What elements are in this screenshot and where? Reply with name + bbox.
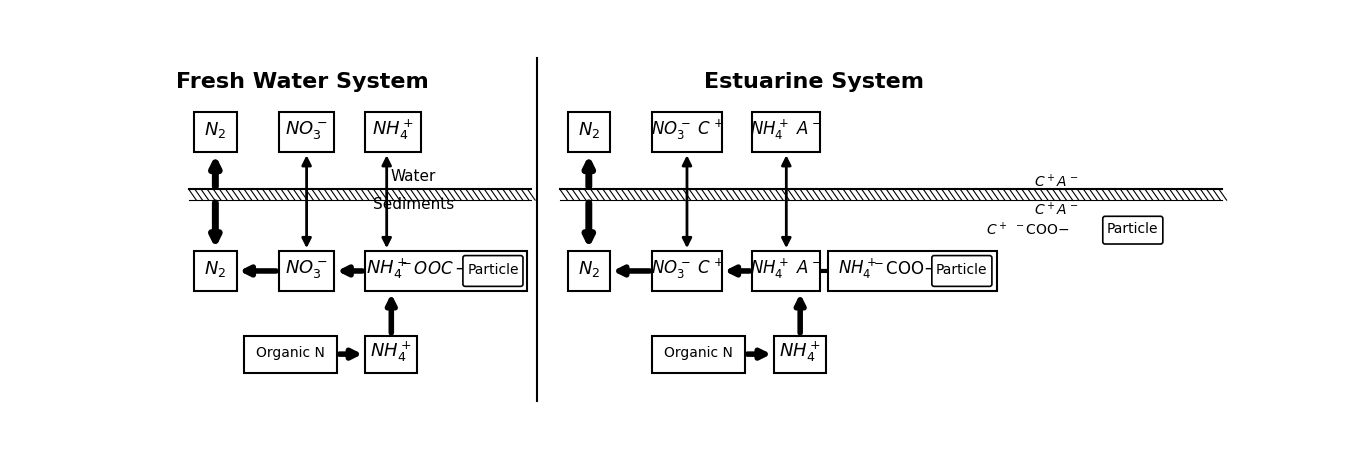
Bar [652,251,722,291]
Text: $N_2$: $N_2$ [578,258,600,278]
Bar [365,112,421,152]
Text: $NH_4^+$: $NH_4^+$ [366,257,407,281]
Text: $^-OOC-$: $^-OOC-$ [399,260,469,278]
Text: Particle: Particle [936,263,988,277]
Bar [568,112,611,152]
Bar [568,251,611,291]
Text: $N_2$: $N_2$ [578,120,600,140]
Bar [244,336,336,373]
Text: $NH_4^+\ A^-$: $NH_4^+\ A^-$ [750,257,822,281]
Text: $C^+$ $^-$COO$-$: $C^+$ $^-$COO$-$ [986,221,1070,238]
Bar [365,336,417,373]
FancyBboxPatch shape [462,256,523,286]
FancyBboxPatch shape [932,256,992,286]
Bar [279,112,335,152]
FancyBboxPatch shape [1103,216,1163,244]
Bar [752,251,820,291]
Bar [752,112,820,152]
Text: $^-$COO$-$: $^-$COO$-$ [871,260,938,278]
Bar [365,251,527,291]
Text: $NO_3^-\ C^+$: $NO_3^-\ C^+$ [650,257,723,281]
Bar [774,336,826,373]
Text: $NO_3^-\ C^+$: $NO_3^-\ C^+$ [650,118,723,142]
Text: Fresh Water System: Fresh Water System [176,71,428,91]
Bar [279,251,335,291]
Text: Organic N: Organic N [664,346,733,359]
Text: Sediments: Sediments [373,197,454,212]
Text: Estuarine System: Estuarine System [704,71,923,91]
Text: $NH_4^+\ A^-$: $NH_4^+\ A^-$ [750,118,822,142]
Text: $NH_4^+$: $NH_4^+$ [779,340,820,364]
Text: $N_2$: $N_2$ [204,120,226,140]
Text: $NH_4^+$: $NH_4^+$ [838,257,877,281]
Text: $NO_3^-$: $NO_3^-$ [285,119,328,141]
Text: $NO_3^-$: $NO_3^-$ [285,258,328,280]
Text: Organic N: Organic N [257,346,325,359]
Text: $NH_4^+$: $NH_4^+$ [370,340,412,364]
Text: Particle: Particle [1107,222,1158,237]
Text: $N_2$: $N_2$ [204,258,226,278]
Text: $C^+A^-$: $C^+A^-$ [1034,201,1078,218]
Bar [195,112,236,152]
Text: Particle: Particle [468,263,519,277]
Text: $C^+A^-$: $C^+A^-$ [1034,173,1078,190]
Bar [652,336,745,373]
Bar [652,112,722,152]
Text: Water: Water [391,169,436,184]
Bar [195,251,236,291]
Bar [827,251,997,291]
Text: $NH_4^+$: $NH_4^+$ [372,118,414,142]
